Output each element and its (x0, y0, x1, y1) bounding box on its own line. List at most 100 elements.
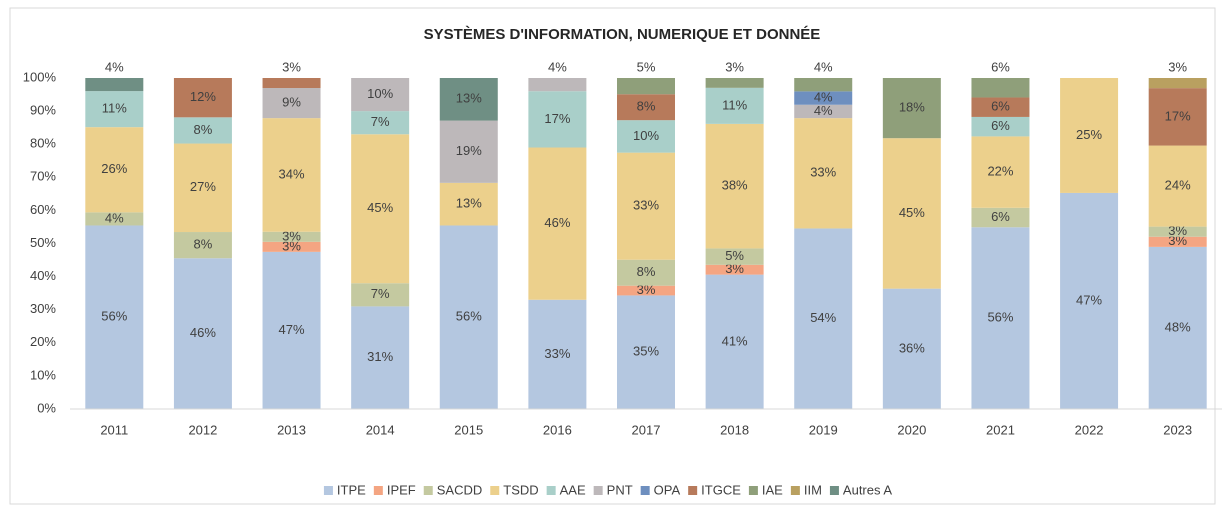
data-label: 24% (1165, 178, 1191, 193)
data-label: 6% (991, 99, 1010, 114)
bar-segment (971, 207, 1030, 228)
bar-segment (1148, 236, 1207, 247)
data-label: 11% (722, 97, 747, 112)
data-label: 34% (279, 166, 305, 181)
data-label: 3% (1168, 223, 1187, 238)
bar-segment (882, 138, 941, 289)
bar-segment (794, 228, 853, 409)
data-label: 11% (102, 101, 127, 116)
data-label: 13% (456, 91, 482, 106)
bar-segment (85, 225, 144, 409)
bar-segment (617, 295, 675, 409)
legend-label: IIM (804, 482, 822, 497)
data-label: 46% (544, 215, 570, 230)
bar-segment (617, 259, 675, 286)
data-label: 3% (725, 261, 744, 276)
bar-segment (705, 248, 764, 265)
data-label: 54% (810, 310, 836, 325)
data-label: 7% (371, 114, 390, 129)
legend-swatch (688, 486, 698, 495)
x-tick-label: 2011 (100, 422, 128, 437)
data-label: 36% (899, 340, 925, 355)
legend-swatch (373, 486, 383, 495)
y-tick-label: 0% (37, 400, 56, 415)
bar-segment (617, 94, 675, 121)
bar-segment (971, 97, 1030, 117)
bar-segment (971, 227, 1030, 409)
data-label: 27% (190, 179, 216, 194)
bar-segment (971, 116, 1030, 137)
data-label: 4% (105, 210, 124, 225)
bar-segment (262, 118, 321, 232)
data-label: 13% (456, 196, 482, 211)
data-label: 4% (548, 59, 567, 74)
bar-segment (971, 78, 1030, 98)
x-tick-label: 2013 (277, 422, 306, 437)
bar-segment (85, 78, 144, 92)
legend-swatch (640, 486, 650, 495)
data-label: 4% (814, 103, 833, 118)
data-label: 35% (633, 344, 659, 359)
data-label: 5% (637, 59, 656, 74)
data-label: 45% (367, 200, 393, 215)
data-label: 33% (544, 346, 570, 361)
bar-segment (794, 118, 853, 229)
data-label: 26% (101, 161, 127, 176)
bar-segment (85, 127, 144, 213)
x-tick-label: 2012 (188, 422, 217, 437)
x-tick-label: 2021 (986, 422, 1015, 437)
bar-segment (617, 78, 675, 95)
legend-swatch (423, 486, 433, 495)
legend-label: OPA (654, 482, 681, 497)
data-label: 56% (987, 310, 1013, 325)
data-label: 38% (722, 178, 748, 193)
legend-label: AAE (560, 482, 586, 497)
bar-segment (1148, 226, 1207, 237)
bar-segment (1060, 78, 1119, 193)
data-label: 6% (991, 118, 1010, 133)
data-label: 22% (987, 164, 1013, 179)
data-label: 3% (1168, 233, 1187, 248)
x-tick-label: 2015 (454, 422, 483, 437)
data-label: 56% (456, 309, 482, 324)
data-label: 41% (722, 333, 748, 348)
legend-swatch (748, 486, 758, 495)
data-label: 4% (105, 59, 124, 74)
bar-segment (173, 117, 232, 144)
bar-segment (439, 78, 498, 121)
y-tick-label: 20% (30, 334, 56, 349)
legend-label: IPEF (387, 482, 416, 497)
data-label: 8% (194, 122, 213, 137)
data-label: 3% (637, 282, 656, 297)
data-label: 17% (544, 111, 570, 126)
bar-segment (705, 123, 764, 249)
legend-label: ITPE (337, 482, 366, 497)
bar-segment (971, 136, 1030, 208)
data-label: 9% (282, 95, 301, 110)
bar-segment (173, 143, 232, 233)
data-label: 8% (637, 264, 656, 279)
data-label: 12% (190, 89, 216, 104)
y-tick-label: 30% (30, 301, 56, 316)
data-label: 3% (282, 238, 301, 253)
bar-segment (439, 225, 498, 409)
bar-segment (351, 306, 410, 409)
bar-segment (351, 78, 410, 112)
data-label: 6% (991, 209, 1010, 224)
x-tick-label: 2018 (720, 422, 749, 437)
data-label: 18% (899, 100, 925, 115)
bar-segment (617, 285, 675, 296)
legend-swatch (593, 486, 603, 495)
data-label: 3% (282, 59, 301, 74)
y-tick-label: 60% (30, 202, 56, 217)
bar-segment (173, 258, 232, 409)
bar-segment (528, 78, 587, 92)
y-tick-label: 70% (30, 169, 56, 184)
bar-segment (794, 91, 853, 105)
bar-segment (351, 134, 410, 284)
bar-segment (705, 87, 764, 124)
data-label: 33% (810, 165, 836, 180)
bar-segment (617, 120, 675, 153)
data-label: 10% (367, 86, 393, 101)
data-label: 7% (371, 286, 390, 301)
